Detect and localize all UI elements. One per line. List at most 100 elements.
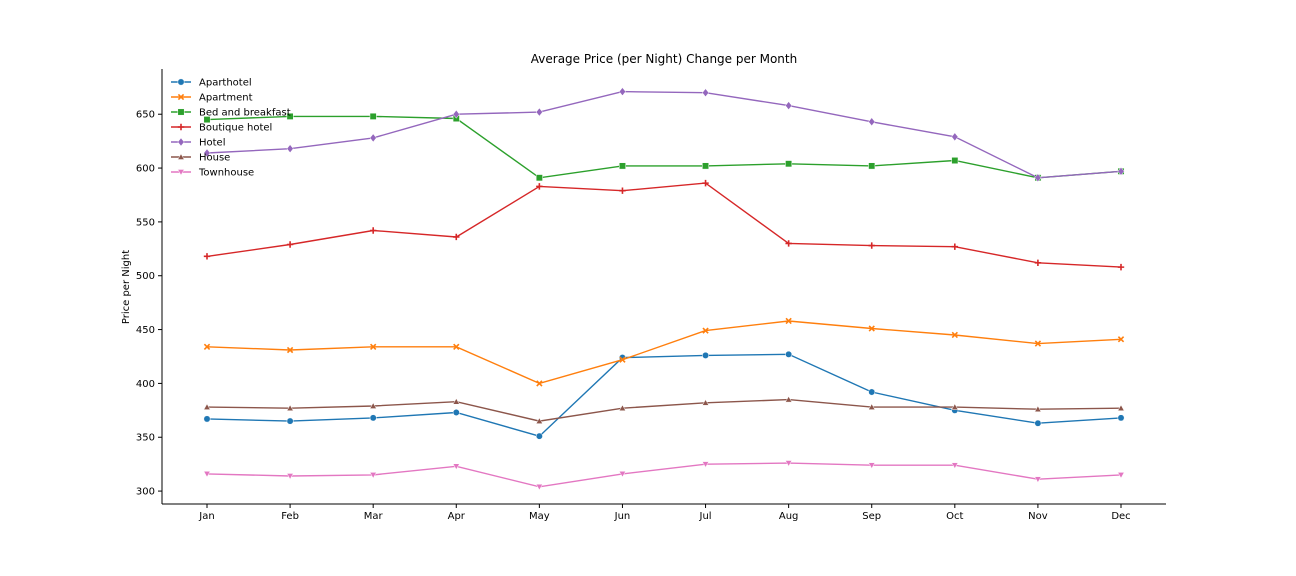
- data-point: [286, 473, 294, 480]
- data-point: [1117, 166, 1125, 176]
- legend-entry: Bed and breakfast: [171, 108, 291, 119]
- data-point: [452, 109, 460, 119]
- data-point: [203, 116, 211, 124]
- data-point: [702, 88, 710, 98]
- x-tick-label: Oct: [946, 511, 963, 522]
- data-point: [203, 253, 211, 260]
- data-point: [203, 403, 211, 410]
- series-line: [206, 182, 1122, 268]
- data-point: [701, 461, 710, 468]
- data-point: [535, 417, 543, 424]
- data-point: [868, 117, 876, 127]
- data-point: [618, 404, 627, 411]
- series-house: [203, 395, 1125, 424]
- data-point: [951, 157, 959, 164]
- data-point: [535, 483, 543, 491]
- data-point: [1034, 259, 1042, 267]
- data-point: [785, 460, 793, 467]
- x-tick-label: May: [529, 511, 550, 522]
- data-point: [868, 325, 875, 332]
- x-tick-label: Jul: [699, 511, 712, 522]
- data-point: [868, 403, 876, 410]
- series-apartment: [203, 317, 1125, 387]
- axes: [161, 69, 1166, 505]
- data-point: [286, 241, 294, 248]
- y-tick-label: 600: [136, 164, 155, 175]
- data-point: [286, 417, 294, 425]
- data-point: [1117, 263, 1125, 271]
- data-point: [702, 179, 709, 187]
- data-point: [1034, 419, 1042, 427]
- legend-entry: Hotel: [171, 138, 226, 149]
- series-line: [206, 353, 1122, 437]
- data-point: [951, 331, 958, 339]
- legend-label: Hotel: [199, 138, 226, 149]
- data-point: [452, 397, 460, 405]
- data-point: [453, 343, 460, 350]
- data-point: [619, 162, 626, 170]
- data-point: [536, 380, 543, 387]
- data-point: [951, 462, 959, 469]
- data-point: [702, 327, 709, 334]
- x-tick-label: Feb: [281, 511, 299, 522]
- data-point: [701, 399, 710, 406]
- legend-marker: [177, 169, 185, 176]
- y-axis-label: Price per Night: [121, 250, 132, 324]
- data-point: [1034, 173, 1042, 183]
- tick-labels: Jan Feb Mar Apr May Jun Jul Aug Sep Oct Nov Dec 300 3…: [136, 110, 1131, 522]
- x-tick-label: Sep: [862, 511, 881, 522]
- legend-marker: [177, 153, 185, 160]
- chart-title: Average Price (per Night) Change per Mon…: [531, 52, 797, 66]
- data-point: [868, 462, 876, 469]
- y-tick-label: 500: [136, 271, 155, 282]
- data-point: [785, 101, 793, 111]
- series-bed-and-breakfast: [203, 112, 1125, 182]
- data-point: [286, 112, 294, 120]
- data-point: [452, 409, 460, 416]
- data-point: [702, 351, 709, 359]
- data-point: [618, 471, 627, 478]
- data-point: [1117, 404, 1125, 411]
- data-point: [619, 356, 626, 363]
- data-point: [369, 227, 377, 234]
- series-line: [206, 90, 1122, 179]
- data-point: [369, 414, 377, 422]
- legend-label: Townhouse: [198, 168, 254, 179]
- data-point: [286, 346, 294, 354]
- data-point: [369, 112, 377, 120]
- series-townhouse: [203, 460, 1125, 491]
- data-point: [868, 162, 876, 170]
- legend-entry: Boutique hotel: [171, 123, 272, 134]
- data-point: [535, 174, 543, 182]
- data-point: [369, 133, 377, 143]
- data-point: [785, 240, 792, 247]
- data-point: [286, 144, 294, 154]
- data-point: [618, 87, 626, 97]
- x-tick-label: Jun: [614, 511, 631, 522]
- data-point: [203, 343, 211, 350]
- series-aparthotel: [203, 350, 1125, 440]
- data-point: [785, 395, 793, 403]
- data-point: [1117, 414, 1125, 422]
- x-tick-label: Dec: [1111, 511, 1130, 522]
- data-point: [951, 403, 959, 410]
- data-point: [702, 162, 709, 170]
- legend-entry: Aparthotel: [171, 78, 252, 89]
- data-point: [868, 242, 875, 249]
- x-tick-label: Nov: [1028, 511, 1048, 522]
- legend-entry: House: [171, 153, 230, 164]
- legend-label: Aparthotel: [199, 78, 252, 89]
- legend-marker: [177, 137, 185, 147]
- series-line: [206, 462, 1122, 488]
- data-point: [951, 243, 959, 250]
- legend-label: Bed and breakfast: [199, 108, 291, 119]
- data-point: [619, 187, 626, 194]
- data-point: [1034, 340, 1042, 347]
- x-tick-label: Mar: [364, 511, 384, 522]
- series-line: [206, 398, 1122, 422]
- series-boutique-hotel: [203, 179, 1125, 271]
- data-point: [535, 432, 543, 440]
- x-tick-label: Jan: [198, 511, 214, 522]
- data-point: [951, 132, 959, 142]
- legend-entry: Apartment: [171, 93, 253, 104]
